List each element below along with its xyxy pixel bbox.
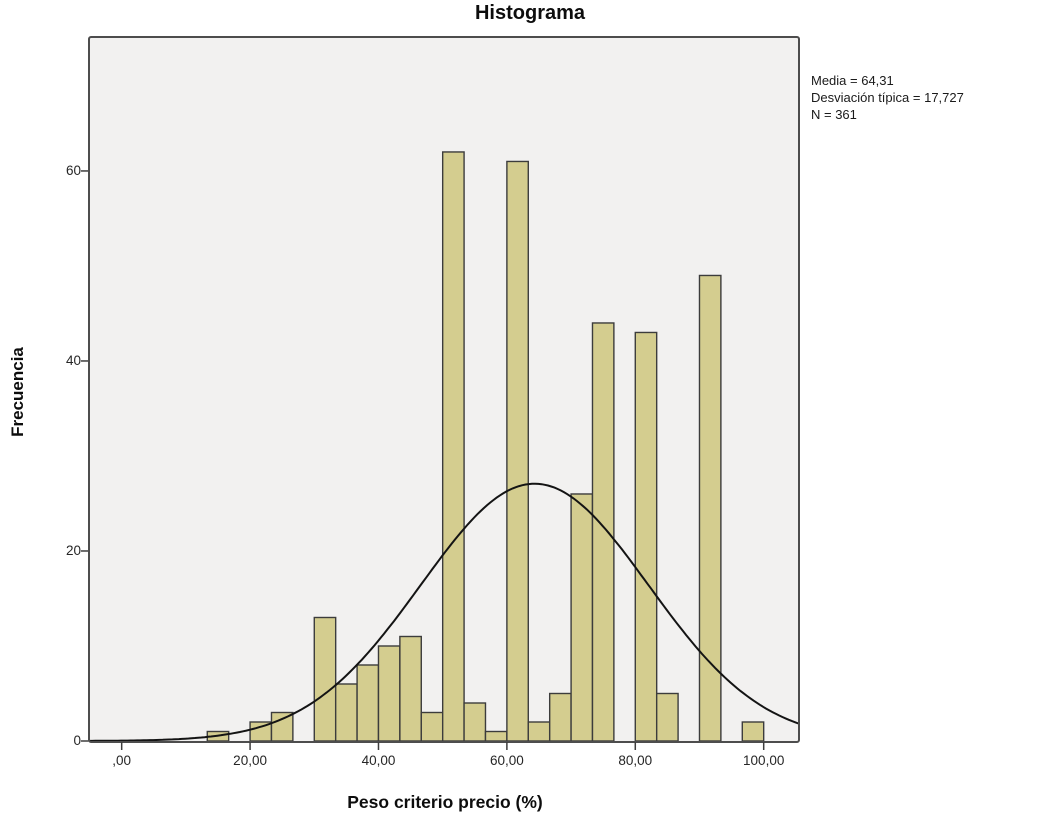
x-tick-label: ,00	[112, 753, 132, 768]
y-tick-label: 0	[73, 733, 81, 748]
x-tick-label: 20,00	[233, 753, 267, 768]
x-tick-label: 80,00	[618, 753, 653, 768]
histogram-bar	[634, 331, 658, 742]
x-axis-label: Peso criterio precio (%)	[347, 792, 543, 812]
stats-stddev: Desviación típica = 17,727	[811, 90, 964, 105]
histogram-bar	[313, 616, 337, 742]
x-tick-label: 40,00	[361, 753, 396, 768]
histogram-bar	[356, 664, 380, 742]
y-tick-label: 40	[65, 352, 81, 368]
histogram-bar	[334, 683, 358, 742]
chart-title: Histograma	[474, 2, 586, 24]
histogram-bar	[655, 692, 679, 742]
x-tick-label: 60,00	[489, 753, 524, 768]
y-axis-label: Frecuencia	[8, 347, 27, 437]
plot-frame	[88, 36, 800, 743]
histogram-bar	[270, 711, 294, 742]
histogram-bar	[399, 635, 422, 742]
histogram-bar	[548, 692, 572, 742]
histogram-bar	[420, 711, 444, 742]
histogram-bar	[527, 721, 551, 742]
histogram-bar	[741, 721, 765, 742]
histogram-bar	[570, 493, 594, 742]
histogram-bar	[591, 322, 615, 742]
histogram-bar	[484, 730, 508, 742]
histogram-bar	[506, 160, 529, 742]
y-tick-label: 60	[65, 162, 81, 178]
histogram-bar	[377, 645, 401, 742]
stats-mean: Media = 64,31	[811, 73, 894, 88]
stats-annotation: Media = 64,31 Desviación típica = 17,727…	[811, 72, 964, 123]
y-tick-label: 20	[65, 542, 81, 558]
histogram-bar	[463, 702, 487, 742]
stats-n: N = 361	[811, 107, 857, 122]
histogram-bar	[441, 151, 465, 742]
x-tick-label: 100,00	[743, 753, 785, 768]
normal-curve	[88, 482, 800, 742]
